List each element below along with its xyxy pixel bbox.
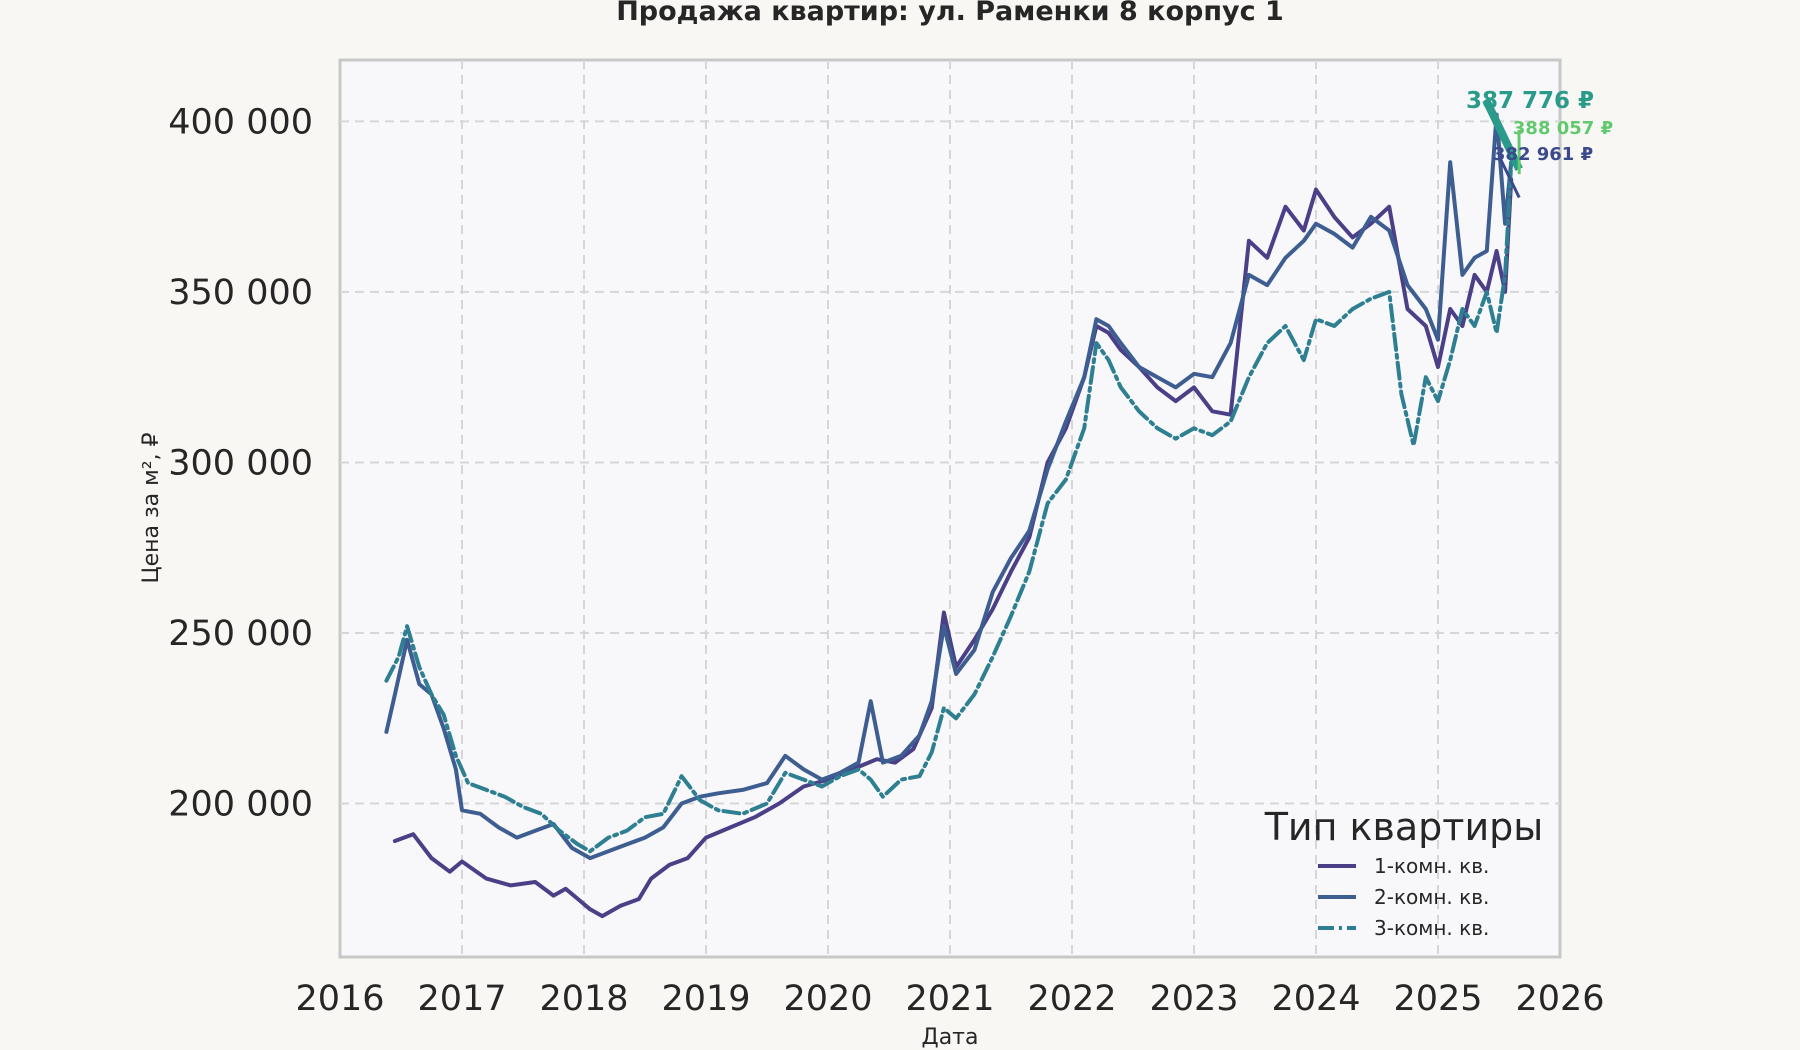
grid-lines xyxy=(340,60,1560,957)
chart-title: Продажа квартир: ул. Раменки 8 корпус 1 xyxy=(616,0,1284,27)
x-tick-labels: 2016 2017 2018 2019 2020 2021 2022 2023 2024 2025… xyxy=(295,979,1604,1019)
x-tick-label: 2018 xyxy=(539,979,628,1019)
x-tick-label: 2020 xyxy=(783,979,872,1019)
x-tick-label: 2019 xyxy=(661,979,750,1019)
legend-label-2: 2-комн. кв. xyxy=(1374,885,1489,909)
annotation-label: 387 776 ₽ xyxy=(1466,88,1594,114)
x-tick-label: 2017 xyxy=(417,979,506,1019)
x-tick-label: 2021 xyxy=(905,979,994,1019)
y-axis-label: Цена за м², ₽ xyxy=(139,432,164,583)
series-lines xyxy=(384,112,1514,919)
annotation-label: 388 057 ₽ xyxy=(1513,118,1613,139)
annotation-arrow xyxy=(1482,98,1523,171)
annotation-label: 382 961 ₽ xyxy=(1493,144,1593,165)
legend: Тип квартиры 1-комн. кв. 2-комн. кв. 3-ком… xyxy=(1264,805,1544,940)
x-tick-label: 2023 xyxy=(1149,979,1238,1019)
legend-title: Тип квартиры xyxy=(1264,805,1544,849)
end-value-annotations: 387 776 ₽ 388 057 ₽ 382 961 ₽ xyxy=(1466,88,1613,199)
y-tick-label: 300 000 xyxy=(168,443,313,483)
x-axis-label: Дата xyxy=(922,1025,979,1050)
plot-area xyxy=(338,58,1562,959)
y-tick-label: 200 000 xyxy=(168,785,313,825)
y-tick-label: 350 000 xyxy=(168,273,313,313)
x-tick-label: 2026 xyxy=(1515,979,1604,1019)
x-tick-label: 2025 xyxy=(1393,979,1482,1019)
y-tick-label: 250 000 xyxy=(168,614,313,654)
annotation-arrow xyxy=(1497,155,1521,199)
series-line-2 xyxy=(384,112,1514,861)
y-tick-labels: 200 000 250 000 300 000 350 000 400 000 xyxy=(168,102,313,824)
series-line-3 xyxy=(384,161,1514,854)
x-tick-label: 2022 xyxy=(1027,979,1116,1019)
legend-label-3: 3-комн. кв. xyxy=(1374,916,1489,940)
x-tick-label: 2016 xyxy=(295,979,384,1019)
legend-label-1: 1-комн. кв. xyxy=(1374,854,1489,878)
x-tick-label: 2024 xyxy=(1271,979,1360,1019)
y-tick-label: 400 000 xyxy=(168,102,313,142)
